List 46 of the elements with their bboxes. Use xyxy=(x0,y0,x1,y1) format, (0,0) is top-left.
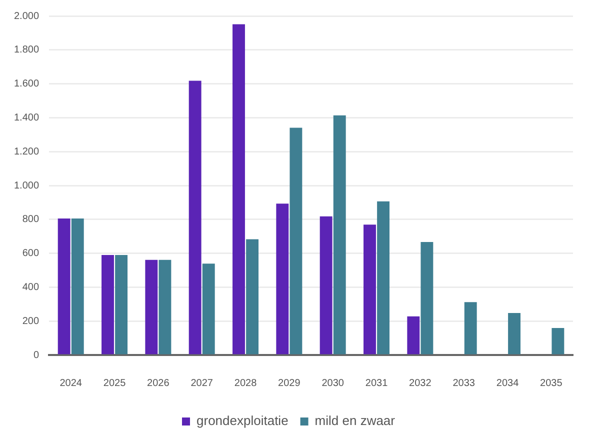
x-tick-label: 2031 xyxy=(365,378,388,389)
bar xyxy=(420,242,434,354)
x-tick-label: 2032 xyxy=(409,378,432,389)
y-tick-label: 1.000 xyxy=(14,180,40,192)
bar xyxy=(407,316,420,354)
y-tick-label: 1.600 xyxy=(14,78,40,90)
bar xyxy=(552,328,564,354)
bar xyxy=(320,216,332,354)
legend-label: grondexploitatie xyxy=(196,413,288,428)
bar xyxy=(188,80,202,354)
x-tick-label: 2033 xyxy=(452,378,476,389)
y-tick-label: 2.000 xyxy=(14,10,40,22)
bar xyxy=(377,201,390,354)
bar xyxy=(145,260,158,354)
y-tick-label: 1.200 xyxy=(14,146,40,158)
y-tick-label: 1.800 xyxy=(14,44,40,56)
bar xyxy=(333,115,346,354)
x-tick-label: 2026 xyxy=(147,378,170,389)
bar xyxy=(202,264,215,354)
bar xyxy=(364,224,376,354)
bar xyxy=(115,254,128,354)
bar xyxy=(102,254,114,354)
bar xyxy=(464,302,477,354)
x-tick-label: 2030 xyxy=(322,378,344,389)
y-tick-label: 1.400 xyxy=(14,112,40,124)
bar xyxy=(232,24,245,354)
y-tick-label: 400 xyxy=(22,282,40,293)
bar xyxy=(508,312,520,354)
y-tick-label: 800 xyxy=(22,214,40,226)
bar xyxy=(58,218,70,354)
x-tick-label: 2024 xyxy=(60,378,82,389)
bar xyxy=(246,239,259,354)
bar xyxy=(158,260,172,354)
x-tick-label: 2028 xyxy=(234,378,258,389)
bar xyxy=(71,218,84,354)
y-tick-label: 600 xyxy=(22,248,40,260)
x-tick-label: 2025 xyxy=(103,378,126,389)
x-tick-label: 2035 xyxy=(540,378,563,389)
y-tick-label: 0 xyxy=(33,350,40,361)
x-tick-label: 2029 xyxy=(278,378,301,389)
legend-label: mild en zwaar xyxy=(314,413,396,428)
bar xyxy=(276,204,289,354)
y-tick-label: 200 xyxy=(22,316,40,327)
x-tick-label: 2027 xyxy=(190,378,214,389)
x-tick-label: 2034 xyxy=(496,378,520,389)
bar xyxy=(290,128,302,354)
